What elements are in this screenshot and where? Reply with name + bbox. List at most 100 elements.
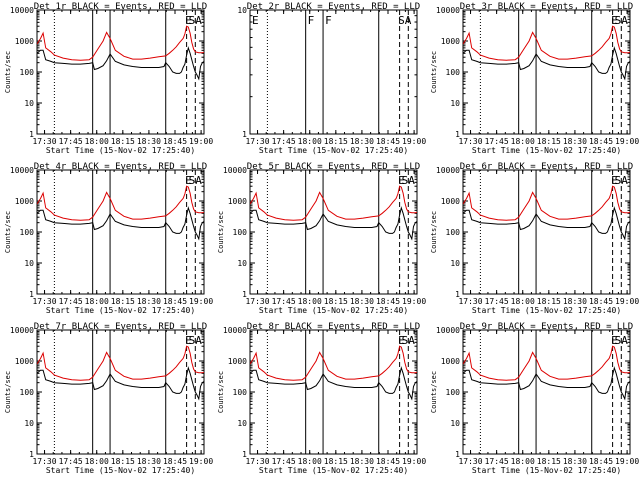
- y-tick-label: 100: [446, 388, 461, 397]
- x-tick-label: 17:30: [245, 297, 269, 306]
- series-line-events: [37, 46, 204, 81]
- x-tick-label: 18:30: [563, 297, 587, 306]
- panel-title: Det 4r BLACK = Events, RED = LLD: [34, 162, 207, 172]
- x-axis-label: Start Time (15-Nov-02 17:25:40): [46, 466, 195, 475]
- x-tick-label: 18:45: [376, 457, 400, 466]
- y-tick-label: 10000: [10, 326, 34, 335]
- x-tick-label: 19:00: [402, 457, 426, 466]
- x-tick-label: 18:45: [163, 137, 187, 146]
- x-tick-label: 18:45: [589, 137, 613, 146]
- x-tick-label: 17:45: [485, 457, 509, 466]
- y-tick-label: 10: [237, 259, 247, 268]
- series-line-events: [250, 206, 417, 241]
- marker-label: F: [308, 14, 315, 27]
- marker-label: SA: [402, 174, 416, 187]
- y-axis-label: Counts/sec: [430, 211, 438, 253]
- y-tick-label: 1: [242, 130, 247, 139]
- y-tick-label: 10000: [223, 326, 247, 335]
- y-tick-label: 1: [455, 290, 460, 299]
- x-tick-label: 18:15: [537, 137, 561, 146]
- x-tick-label: 18:30: [350, 137, 374, 146]
- panel-title: Det 9r BLACK = Events, RED = LLD: [460, 322, 633, 332]
- x-tick-label: 18:15: [324, 457, 348, 466]
- plot-frame: [36, 169, 205, 295]
- x-tick-label: 18:00: [511, 137, 535, 146]
- x-axis-label: Start Time (15-Nov-02 17:25:40): [472, 466, 621, 475]
- x-axis-label: Start Time (15-Nov-02 17:25:40): [259, 306, 408, 315]
- y-tick-label: 100: [233, 388, 248, 397]
- x-tick-label: 17:45: [59, 457, 83, 466]
- x-tick-label: 18:45: [376, 137, 400, 146]
- y-tick-label: 1: [242, 290, 247, 299]
- y-axis-label: Counts/sec: [430, 371, 438, 413]
- x-tick-label: 19:00: [402, 137, 426, 146]
- x-tick-label: 17:30: [32, 297, 56, 306]
- x-tick-label: 18:15: [111, 137, 135, 146]
- x-tick-label: 17:30: [245, 137, 269, 146]
- x-tick-label: 18:45: [376, 297, 400, 306]
- y-axis-label: Counts/sec: [4, 211, 12, 253]
- plot-frame: [249, 329, 418, 455]
- x-axis-label: Start Time (15-Nov-02 17:25:40): [472, 306, 621, 315]
- x-tick-label: 18:45: [163, 297, 187, 306]
- y-tick-label: 100: [20, 388, 35, 397]
- y-tick-label: 1000: [441, 37, 460, 46]
- panel-title: Det 1r BLACK = Events, RED = LLD: [34, 2, 207, 12]
- y-tick-label: 1: [29, 130, 34, 139]
- y-tick-label: 1: [242, 450, 247, 459]
- y-tick-label: 100: [233, 228, 248, 237]
- x-tick-label: 18:30: [137, 457, 161, 466]
- y-axis-label: Counts/sec: [217, 371, 225, 413]
- panel-title: Det 8r BLACK = Events, RED = LLD: [247, 322, 420, 332]
- x-tick-label: 18:45: [589, 457, 613, 466]
- x-tick-label: 18:30: [137, 137, 161, 146]
- y-tick-label: 100: [20, 228, 35, 237]
- plot-frame: [462, 9, 631, 135]
- y-tick-label: 10000: [10, 6, 34, 15]
- series-line-lld: [37, 185, 204, 221]
- panel-det-3r: Det 3r BLACK = Events, RED = LLD 1 10 100 10…: [430, 2, 639, 155]
- series-line-lld: [250, 185, 417, 221]
- plot-frame: [36, 329, 205, 455]
- x-tick-label: 18:15: [537, 457, 561, 466]
- x-tick-label: 17:30: [458, 297, 482, 306]
- marker-label: E: [252, 14, 259, 27]
- x-tick-label: 19:00: [615, 137, 639, 146]
- x-tick-label: 18:15: [537, 297, 561, 306]
- x-tick-label: 19:00: [402, 297, 426, 306]
- y-tick-label: 10000: [436, 6, 460, 15]
- x-tick-label: 19:00: [615, 457, 639, 466]
- series-line-lld: [37, 345, 204, 381]
- panel-title: Det 2r BLACK = Events, RED = LLD: [247, 2, 420, 12]
- marker-label: SA: [615, 174, 629, 187]
- plot-frame: [36, 9, 205, 135]
- x-axis-label: Start Time (15-Nov-02 17:25:40): [46, 146, 195, 155]
- x-tick-label: 17:30: [32, 137, 56, 146]
- x-tick-label: 18:00: [298, 137, 322, 146]
- y-axis-label: Counts/sec: [430, 51, 438, 93]
- x-tick-label: 17:30: [32, 457, 56, 466]
- y-tick-label: 1000: [228, 357, 247, 366]
- series-line-lld: [463, 345, 630, 381]
- series-line-lld: [463, 185, 630, 221]
- x-tick-label: 17:30: [458, 137, 482, 146]
- marker-label: SA: [189, 174, 203, 187]
- y-tick-label: 100: [20, 68, 35, 77]
- x-tick-label: 17:45: [272, 457, 296, 466]
- y-tick-label: 10000: [223, 166, 247, 175]
- y-tick-label: 1000: [441, 357, 460, 366]
- x-tick-label: 18:30: [563, 137, 587, 146]
- marker-label: E: [185, 174, 192, 187]
- y-tick-label: 1: [29, 290, 34, 299]
- y-tick-label: 10: [237, 419, 247, 428]
- x-tick-label: 18:00: [511, 297, 535, 306]
- panel-title: Det 3r BLACK = Events, RED = LLD: [460, 2, 633, 12]
- x-tick-label: 18:00: [511, 457, 535, 466]
- series-line-events: [37, 206, 204, 241]
- panel-det-6r: Det 6r BLACK = Events, RED = LLD 1 10 100 10…: [430, 162, 639, 315]
- series-line-lld: [37, 25, 204, 61]
- y-tick-label: 10: [24, 419, 34, 428]
- x-tick-label: 17:30: [245, 457, 269, 466]
- panel-det-9r: Det 9r BLACK = Events, RED = LLD 1 10 100 10…: [430, 322, 639, 475]
- x-tick-label: 18:15: [324, 137, 348, 146]
